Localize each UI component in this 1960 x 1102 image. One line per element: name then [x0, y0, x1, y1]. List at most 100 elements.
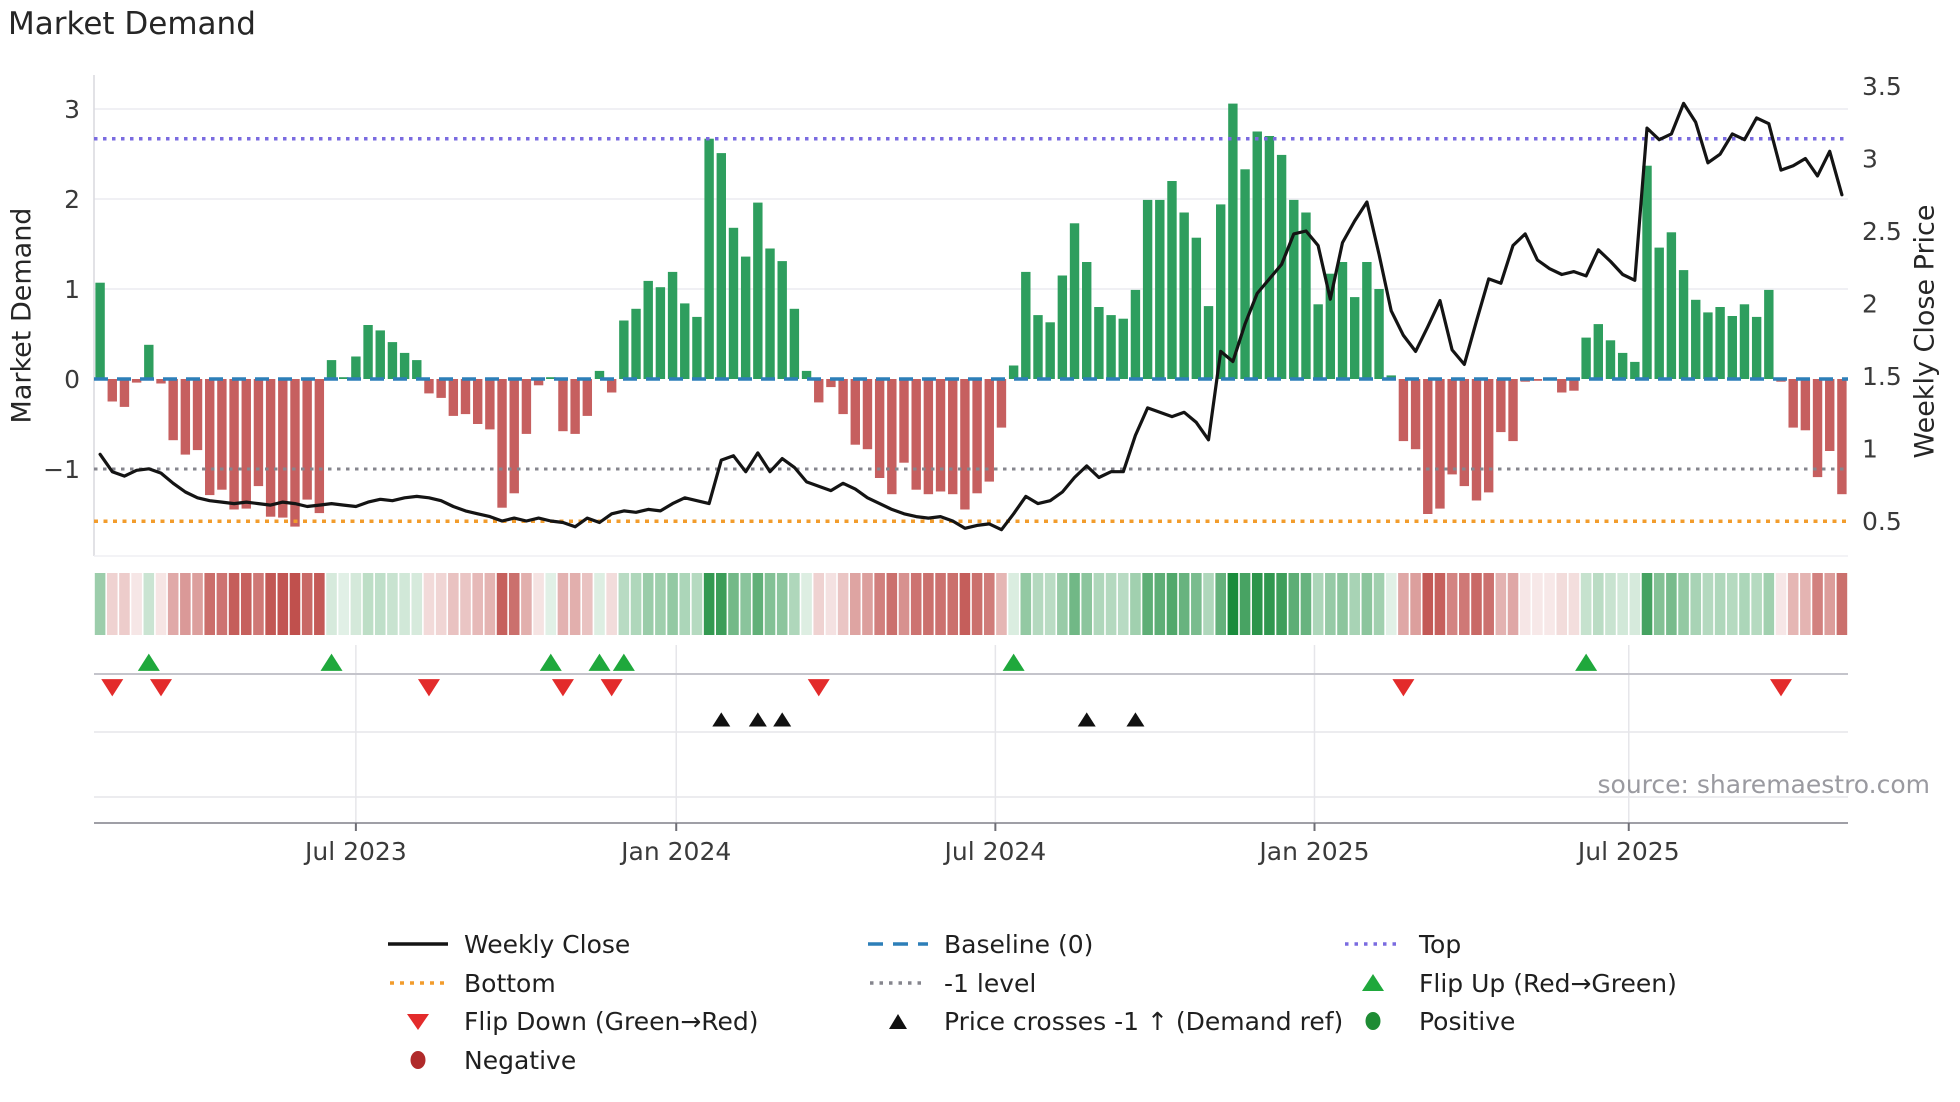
heatmap-cell: [460, 573, 471, 635]
demand-bar: [789, 308, 800, 379]
heatmap-cell: [1605, 573, 1616, 635]
heatmap-cell: [399, 573, 410, 635]
heatmap-cell: [789, 573, 800, 635]
heatmap-cell: [728, 573, 739, 635]
heatmap-cell: [1690, 573, 1702, 635]
heatmap-cell: [764, 573, 776, 635]
heatmap-cell: [472, 573, 483, 635]
x-axis-tick-label: Jan 2025: [1257, 837, 1369, 866]
demand-bar: [1118, 318, 1128, 379]
flip-up-marker: [1002, 653, 1025, 671]
demand-bar: [448, 379, 459, 416]
demand-bar: [1715, 307, 1725, 379]
demand-bar: [1617, 352, 1628, 379]
demand-bar: [95, 282, 105, 379]
heatmap-cell: [240, 573, 252, 635]
demand-bar: [838, 379, 848, 415]
heatmap-cell: [228, 573, 240, 635]
demand-bar: [1252, 131, 1262, 379]
heatmap-cell: [1459, 573, 1470, 635]
demand-bar: [205, 379, 215, 496]
demand-bar: [1739, 304, 1750, 379]
demand-bar: [814, 379, 824, 403]
heatmap-cell: [1446, 573, 1458, 635]
heatmap-cell: [350, 573, 362, 635]
heatmap-cell: [1349, 573, 1360, 635]
heatmap-cell: [1337, 573, 1348, 635]
flip-down-marker: [101, 679, 124, 697]
heatmap-cell: [265, 573, 276, 635]
heatmap-cell: [1702, 573, 1714, 635]
demand-bar: [290, 379, 300, 527]
heatmap-cell: [411, 573, 423, 635]
heatmap-cell: [923, 573, 934, 635]
demand-bar: [436, 379, 446, 398]
heatmap-cell: [253, 573, 264, 635]
demand-bar: [1167, 181, 1177, 379]
heatmap-cell: [1300, 573, 1312, 635]
price-cross-marker: [712, 712, 731, 727]
heatmap-cell: [374, 573, 386, 635]
heatmap-cell: [1008, 573, 1019, 635]
heatmap-cell: [1057, 573, 1068, 635]
heatmap-cell: [716, 573, 727, 635]
heatmap-cell: [167, 573, 179, 635]
demand-bar: [1362, 262, 1372, 379]
demand-bar: [850, 379, 860, 445]
right-axis-tick-label: 0.5: [1862, 507, 1902, 536]
demand-bar: [923, 379, 934, 495]
heatmap-cell: [496, 573, 508, 635]
heatmap-cell: [423, 573, 435, 635]
heatmap-cell: [1117, 573, 1129, 635]
demand-bar: [801, 370, 812, 379]
demand-bar: [1557, 379, 1567, 393]
heatmap-cell: [1142, 573, 1153, 635]
demand-bar: [387, 342, 398, 379]
left-axis-tick-label: −1: [43, 455, 80, 484]
heatmap-cell: [180, 573, 191, 635]
demand-bar: [655, 287, 666, 379]
heatmap-cell: [776, 573, 788, 635]
demand-bar: [887, 379, 897, 495]
demand-bar: [740, 256, 751, 379]
heatmap-cell: [1495, 573, 1507, 635]
right-axis-tick-label: 2.5: [1862, 217, 1902, 246]
heatmap-cell: [1325, 573, 1336, 635]
heatmap-cell: [1532, 573, 1543, 635]
demand-bar: [1435, 379, 1445, 509]
heatmap-cell: [691, 573, 703, 635]
heatmap-cell: [277, 573, 289, 635]
demand-bar: [826, 379, 836, 388]
demand-bar: [241, 379, 251, 509]
demand-bar: [1021, 271, 1031, 379]
heatmap-cell: [1178, 573, 1190, 635]
demand-bar: [314, 379, 325, 514]
demand-bar: [363, 325, 373, 379]
demand-bar: [1459, 379, 1470, 487]
heatmap-cell: [484, 573, 496, 635]
demand-bar: [497, 379, 507, 508]
demand-bar: [412, 360, 422, 379]
price-cross-marker: [748, 712, 767, 727]
flip-down-marker: [1770, 679, 1793, 697]
heatmap-cell: [1836, 573, 1848, 635]
heatmap-cell: [1641, 573, 1653, 635]
demand-bar: [777, 261, 787, 379]
demand-bar: [1630, 361, 1640, 379]
heatmap-cell: [1227, 573, 1239, 635]
demand-bar: [1349, 297, 1360, 379]
heatmap-cell: [1191, 573, 1202, 635]
demand-bar: [460, 379, 471, 415]
x-axis-tick-label: Jul 2023: [303, 837, 407, 866]
heatmap-cell: [667, 573, 678, 635]
demand-bar: [1593, 324, 1603, 379]
demand-bar: [1191, 237, 1202, 379]
demand-bar: [1203, 306, 1214, 379]
demand-bar: [1508, 379, 1518, 442]
demand-bar: [521, 379, 532, 434]
heatmap-cell: [983, 573, 995, 635]
flip-down-marker: [807, 679, 830, 697]
heatmap-cell: [752, 573, 764, 635]
demand-bar: [1264, 136, 1275, 379]
demand-bar: [1812, 379, 1823, 478]
